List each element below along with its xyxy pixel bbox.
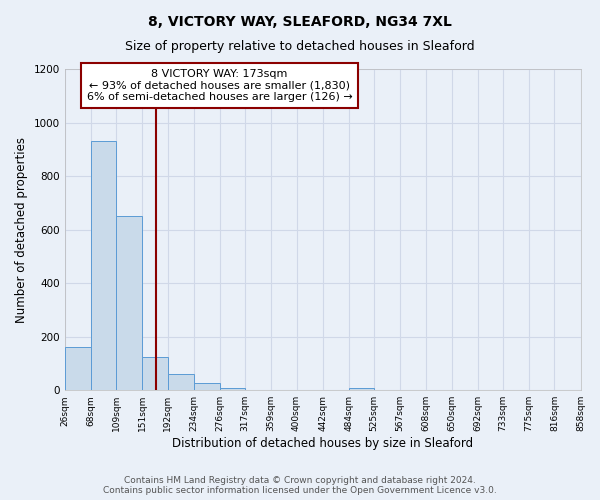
Text: Size of property relative to detached houses in Sleaford: Size of property relative to detached ho… <box>125 40 475 53</box>
Bar <box>349 388 374 390</box>
Bar <box>91 142 116 390</box>
Text: 8 VICTORY WAY: 173sqm
← 93% of detached houses are smaller (1,830)
6% of semi-de: 8 VICTORY WAY: 173sqm ← 93% of detached … <box>86 69 352 102</box>
Bar <box>142 356 167 390</box>
Text: Contains HM Land Registry data © Crown copyright and database right 2024.
Contai: Contains HM Land Registry data © Crown c… <box>103 476 497 495</box>
Bar <box>167 374 194 390</box>
Bar <box>194 382 220 390</box>
Y-axis label: Number of detached properties: Number of detached properties <box>15 136 28 322</box>
Bar <box>220 388 245 390</box>
Text: 8, VICTORY WAY, SLEAFORD, NG34 7XL: 8, VICTORY WAY, SLEAFORD, NG34 7XL <box>148 15 452 29</box>
Bar <box>65 348 91 390</box>
Bar <box>116 216 142 390</box>
X-axis label: Distribution of detached houses by size in Sleaford: Distribution of detached houses by size … <box>172 437 473 450</box>
